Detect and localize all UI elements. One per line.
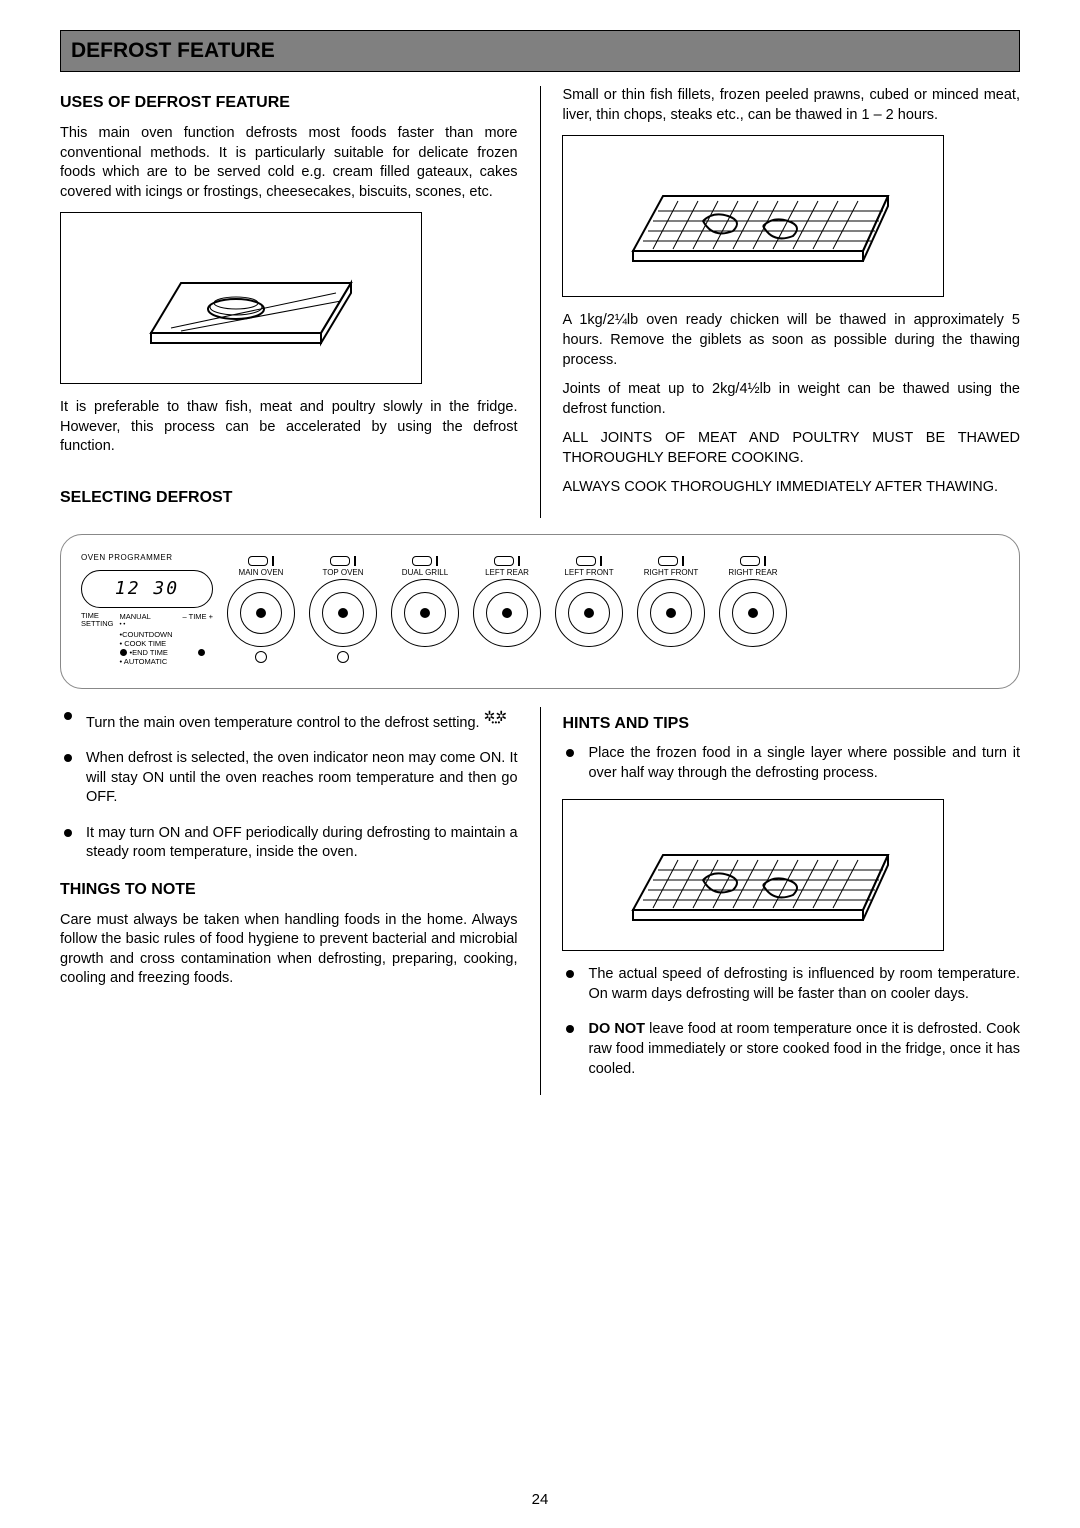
oven-shelf-icon — [121, 223, 361, 373]
hints-bullets-2: The actual speed of defrosting is influe… — [562, 965, 1020, 1079]
grill-tray-icon — [613, 151, 893, 281]
lower-columns: Turn the main oven temperature control t… — [60, 707, 1020, 1096]
uses-title: USES OF DEFROST FEATURE — [60, 92, 518, 114]
right-column: Small or thin fish fillets, frozen peele… — [562, 86, 1020, 518]
page-number: 24 — [0, 1490, 1080, 1510]
dial-main-oven: MAIN OVEN — [227, 556, 295, 663]
control-panel: OVEN PROGRAMMER 12 30 TIMESETTING MANUAL… — [60, 534, 1020, 688]
column-divider — [540, 86, 541, 518]
prog-options: • • •COUNTDOWN • COOK TIME •END TIME • A… — [120, 622, 213, 665]
hint-speed: The actual speed of defrosting is influe… — [562, 965, 1020, 1004]
programmer-label: OVEN PROGRAMMER — [81, 553, 213, 564]
time-plus-label: – TIME + — [183, 612, 214, 622]
defrost-icon: ✲✲ — [484, 709, 507, 731]
dial-left-front: LEFT FRONT — [555, 556, 623, 647]
things-p: Care must always be taken when handling … — [60, 911, 518, 989]
hints-title: HINTS AND TIPS — [562, 713, 1020, 735]
right-p4: ALL JOINTS OF MEAT AND POULTRY MUST BE T… — [562, 429, 1020, 468]
right-p2: A 1kg/2¼lb oven ready chicken will be th… — [562, 311, 1020, 370]
bullet-defrost-setting: Turn the main oven temperature control t… — [60, 707, 518, 734]
tray-illustration — [562, 135, 944, 297]
header-band: DEFROST FEATURE — [60, 30, 1020, 72]
grill-tray-icon-2 — [613, 815, 893, 935]
things-title: THINGS TO NOTE — [60, 879, 518, 901]
left-column: USES OF DEFROST FEATURE This main oven f… — [60, 86, 518, 518]
right-p5: ALWAYS COOK THOROUGHLY IMMEDIATELY AFTER… — [562, 478, 1020, 498]
uses-p2: It is preferable to thaw fish, meat and … — [60, 398, 518, 457]
hint-single-layer: Place the frozen food in a single layer … — [562, 744, 1020, 783]
right-p1: Small or thin fish fillets, frozen peele… — [562, 86, 1020, 125]
time-setting-label: TIMESETTING — [81, 612, 114, 627]
oven-illustration — [60, 212, 422, 384]
clock-display: 12 30 — [81, 570, 213, 608]
manual-label: MANUAL — [120, 612, 151, 622]
bullet-neon: When defrost is selected, the oven indic… — [60, 749, 518, 808]
bullet-onoff: It may turn ON and OFF periodically duri… — [60, 824, 518, 863]
tray-illustration-2 — [562, 799, 944, 951]
dial-row: MAIN OVEN TOP OVEN DUAL GRILL LEFT REAR — [227, 556, 787, 663]
hints-bullets: Place the frozen food in a single layer … — [562, 744, 1020, 783]
dial-dual-grill: DUAL GRILL — [391, 556, 459, 647]
uses-p1: This main oven function defrosts most fo… — [60, 124, 518, 202]
upper-columns: USES OF DEFROST FEATURE This main oven f… — [60, 86, 1020, 518]
lower-column-divider — [540, 707, 541, 1096]
page-title: DEFROST FEATURE — [71, 39, 275, 62]
lower-left-column: Turn the main oven temperature control t… — [60, 707, 518, 1096]
dial-right-rear: RIGHT REAR — [719, 556, 787, 647]
selecting-title: SELECTING DEFROST — [60, 487, 518, 509]
dial-right-front: RIGHT FRONT — [637, 556, 705, 647]
lower-right-column: HINTS AND TIPS Place the frozen food in … — [562, 707, 1020, 1096]
dial-left-rear: LEFT REAR — [473, 556, 541, 647]
right-p3: Joints of meat up to 2kg/4½lb in weight … — [562, 380, 1020, 419]
hint-donot: DO NOT leave food at room temperature on… — [562, 1020, 1020, 1079]
dial-top-oven: TOP OVEN — [309, 556, 377, 663]
selecting-bullets: Turn the main oven temperature control t… — [60, 707, 518, 863]
